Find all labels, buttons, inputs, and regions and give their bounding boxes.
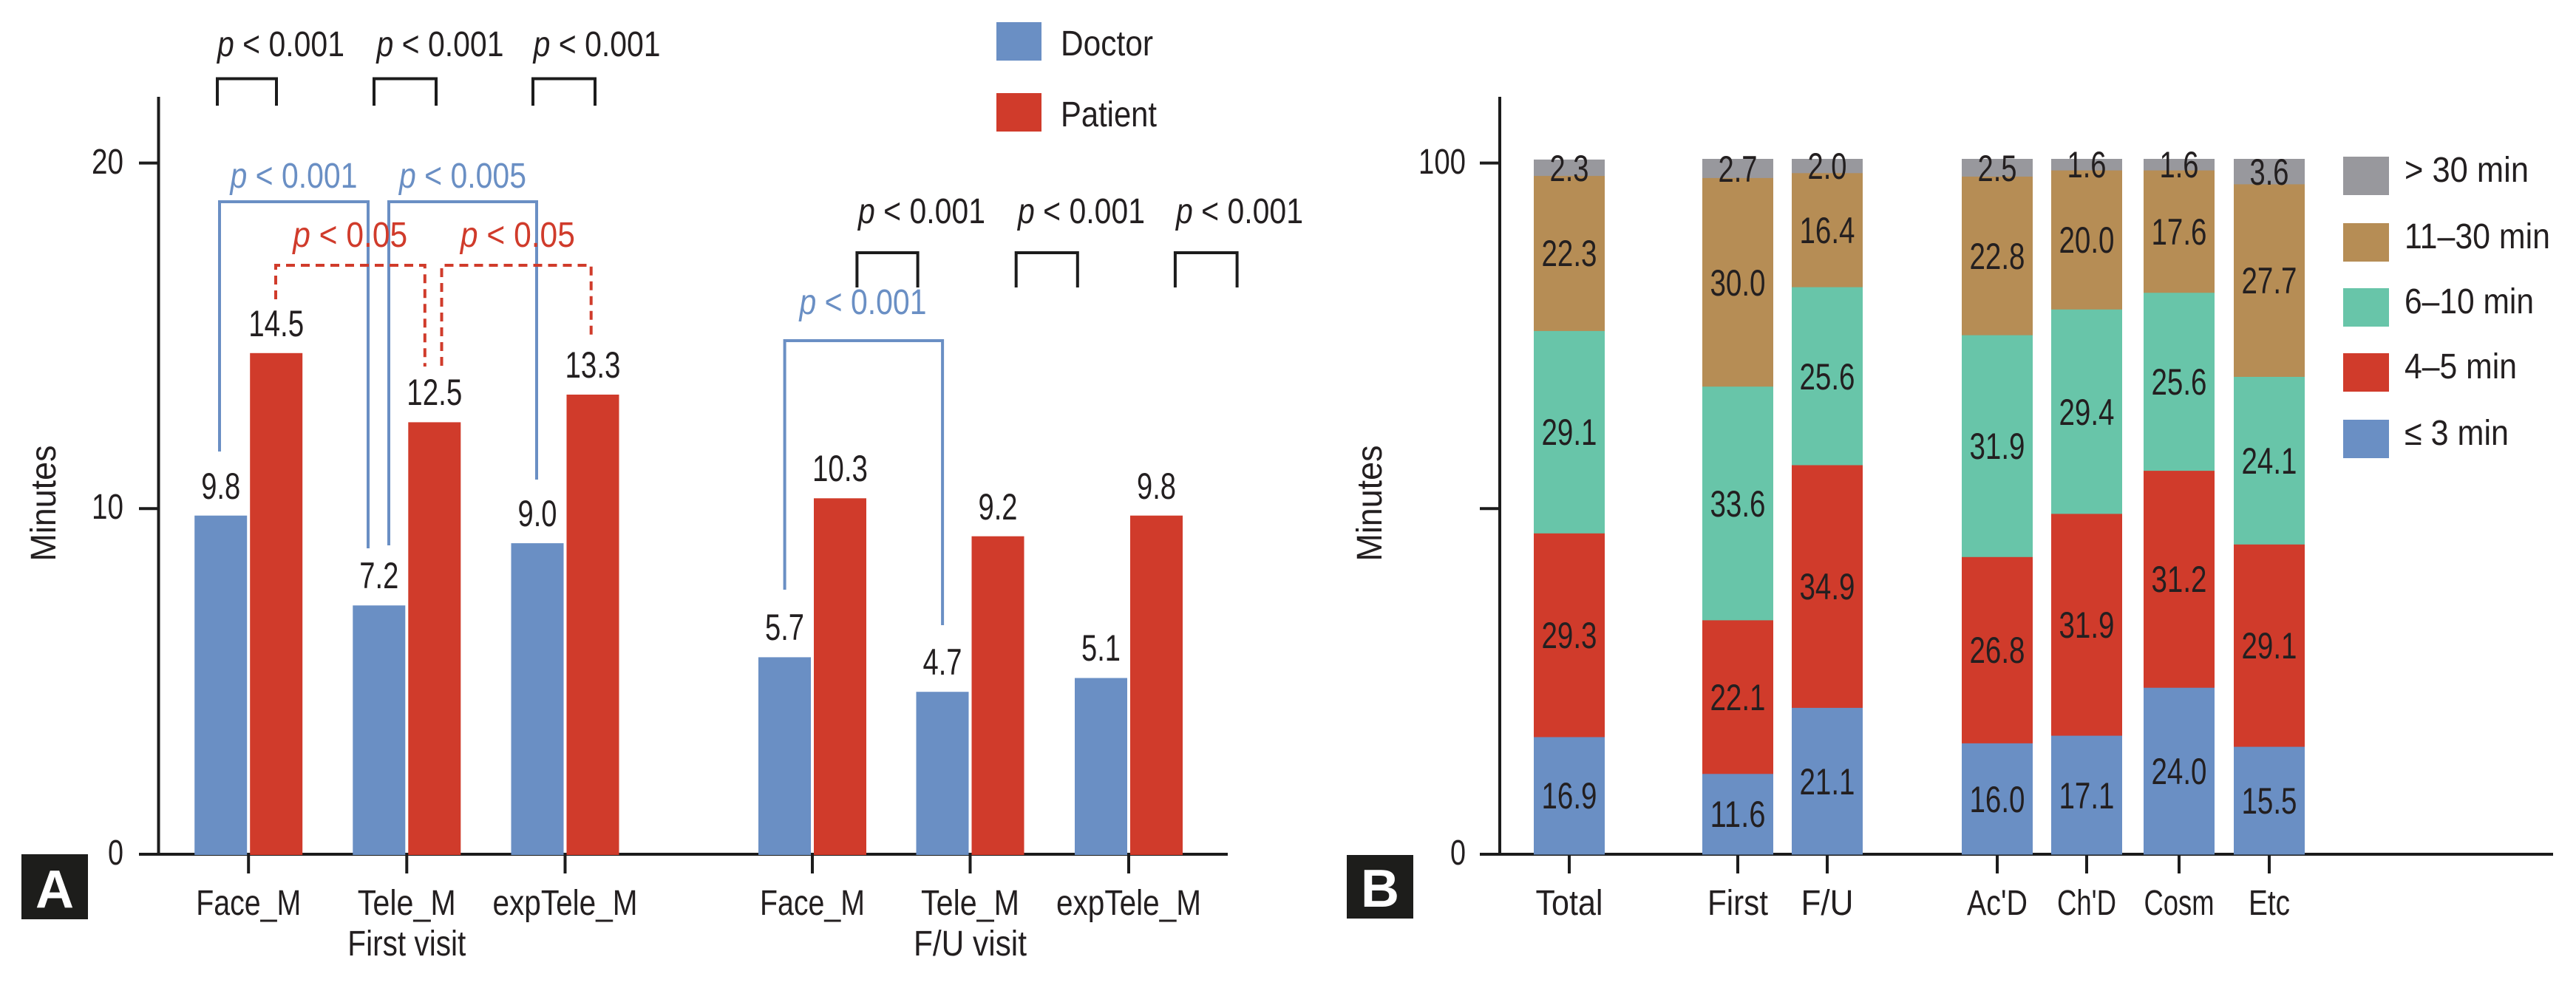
svg-text:6–10 min: 6–10 min (2405, 282, 2534, 321)
svg-text:31.2: 31.2 (2152, 559, 2207, 600)
svg-text:F/U: F/U (1801, 884, 1854, 923)
svg-text:3.6: 3.6 (2250, 151, 2289, 193)
svg-text:14.5: 14.5 (248, 303, 304, 344)
svg-text:> 30 min: > 30 min (2405, 151, 2529, 190)
svg-text:31.9: 31.9 (1970, 426, 2025, 467)
svg-text:100: 100 (1418, 143, 1466, 182)
svg-text:2.3: 2.3 (1550, 148, 1589, 189)
svg-text:20.0: 20.0 (2059, 219, 2115, 261)
svg-text:Minutes: Minutes (1350, 446, 1390, 562)
svg-text:13.3: 13.3 (565, 344, 621, 386)
svg-text:33.6: 33.6 (1710, 483, 1766, 525)
svg-text:Tele_M: Tele_M (358, 884, 456, 923)
svg-text:p < 0.05: p < 0.05 (291, 216, 407, 255)
svg-text:7.2: 7.2 (359, 555, 398, 596)
svg-text:≤ 3 min: ≤ 3 min (2405, 414, 2509, 453)
svg-text:12.5: 12.5 (407, 372, 462, 413)
svg-text:27.7: 27.7 (2242, 260, 2297, 301)
svg-text:34.9: 34.9 (1800, 566, 1855, 607)
svg-text:p < 0.001: p < 0.001 (216, 25, 344, 64)
svg-text:29.4: 29.4 (2059, 392, 2115, 433)
svg-text:5.7: 5.7 (765, 607, 804, 648)
svg-text:10.3: 10.3 (812, 448, 868, 489)
svg-text:16.9: 16.9 (1542, 775, 1597, 817)
svg-text:Cosm: Cosm (2144, 884, 2215, 923)
svg-text:Ch'D: Ch'D (2057, 884, 2116, 923)
svg-text:p < 0.05: p < 0.05 (459, 216, 575, 255)
svg-text:Total: Total (1536, 884, 1603, 923)
svg-text:2.7: 2.7 (1719, 149, 1758, 190)
svg-text:16.0: 16.0 (1970, 779, 2025, 820)
svg-text:2.5: 2.5 (1978, 148, 2017, 189)
svg-text:0: 0 (1450, 834, 1466, 873)
svg-text:24.1: 24.1 (2242, 440, 2297, 482)
svg-text:22.3: 22.3 (1542, 233, 1597, 274)
svg-text:p < 0.001: p < 0.001 (532, 25, 661, 64)
svg-text:25.6: 25.6 (1800, 356, 1855, 398)
svg-text:29.1: 29.1 (1542, 412, 1597, 453)
svg-text:10: 10 (92, 488, 123, 527)
svg-text:Face_M: Face_M (196, 884, 301, 923)
svg-text:Etc: Etc (2249, 884, 2290, 923)
svg-text:29.3: 29.3 (1542, 615, 1597, 656)
svg-text:16.4: 16.4 (1800, 210, 1855, 251)
svg-text:2.0: 2.0 (1808, 146, 1847, 187)
svg-text:9.8: 9.8 (1137, 466, 1176, 507)
svg-text:24.0: 24.0 (2152, 751, 2207, 792)
svg-text:31.9: 31.9 (2059, 604, 2115, 646)
svg-text:9.2: 9.2 (979, 486, 1018, 528)
svg-text:17.6: 17.6 (2152, 211, 2207, 253)
svg-text:F/U visit: F/U visit (914, 924, 1027, 964)
svg-text:expTele_M: expTele_M (1056, 884, 1201, 923)
svg-text:22.8: 22.8 (1970, 236, 2025, 277)
svg-text:Minutes: Minutes (24, 446, 64, 562)
svg-text:expTele_M: expTele_M (493, 884, 638, 923)
svg-text:4.7: 4.7 (923, 641, 962, 683)
svg-text:Ac'D: Ac'D (1967, 884, 2028, 923)
svg-text:5.1: 5.1 (1081, 627, 1121, 669)
svg-text:Patient: Patient (1061, 95, 1157, 134)
svg-text:30.0: 30.0 (1710, 262, 1766, 304)
svg-text:26.8: 26.8 (1970, 630, 2025, 671)
svg-text:4–5 min: 4–5 min (2405, 347, 2517, 386)
svg-text:0: 0 (108, 834, 123, 873)
svg-text:11.6: 11.6 (1710, 794, 1766, 835)
svg-text:9.8: 9.8 (201, 466, 240, 507)
svg-text:29.1: 29.1 (2242, 625, 2297, 667)
svg-text:17.1: 17.1 (2059, 775, 2115, 817)
svg-text:21.1: 21.1 (1800, 761, 1855, 803)
svg-text:p < 0.001: p < 0.001 (798, 283, 927, 322)
svg-text:20: 20 (92, 143, 123, 182)
svg-text:p < 0.001: p < 0.001 (229, 157, 358, 196)
svg-text:p < 0.001: p < 0.001 (375, 25, 504, 64)
svg-text:11–30 min: 11–30 min (2405, 217, 2550, 256)
svg-text:p < 0.005: p < 0.005 (398, 157, 526, 196)
svg-text:1.6: 1.6 (2160, 144, 2199, 185)
svg-text:Doctor: Doctor (1061, 24, 1153, 64)
svg-text:1.6: 1.6 (2067, 144, 2107, 185)
svg-text:A: A (35, 860, 74, 919)
svg-text:p < 0.001: p < 0.001 (1016, 192, 1145, 231)
svg-text:15.5: 15.5 (2242, 780, 2297, 822)
svg-text:9.0: 9.0 (518, 493, 557, 534)
svg-text:B: B (1361, 859, 1399, 919)
svg-text:First: First (1707, 884, 1768, 923)
svg-text:Tele_M: Tele_M (921, 884, 1019, 923)
svg-text:p < 0.001: p < 0.001 (1175, 192, 1303, 231)
svg-text:First visit: First visit (347, 924, 466, 964)
svg-text:25.6: 25.6 (2152, 361, 2207, 403)
svg-text:22.1: 22.1 (1710, 677, 1766, 718)
svg-text:p < 0.001: p < 0.001 (857, 192, 985, 231)
svg-text:Face_M: Face_M (760, 884, 865, 923)
